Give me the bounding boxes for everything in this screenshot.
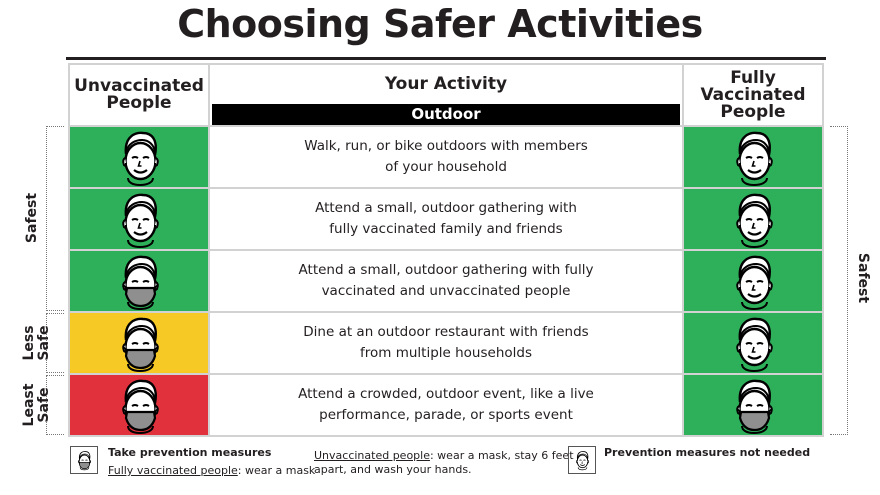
side-label-safest: Safest (24, 192, 40, 244)
page-title: Choosing Safer Activities (177, 2, 703, 46)
smiling-face-icon (102, 190, 176, 248)
side-label-least-safe: Least Safe (21, 375, 54, 435)
title-rule (66, 57, 826, 60)
activity-line2: vaccinated and unvaccinated people (321, 283, 571, 299)
less-label-line1: Less (21, 325, 37, 361)
safest-bracket-right (830, 126, 848, 435)
masked-face-icon (716, 376, 790, 434)
activity-line1: Dine at an outdoor restaurant with frien… (303, 324, 589, 340)
activity-description: Attend a small, outdoor gathering with f… (210, 251, 682, 311)
smiling-face-icon (716, 128, 790, 186)
activity-line2: performance, parade, or sports event (319, 407, 573, 423)
activity-description: Attend a small, outdoor gathering with fu… (210, 189, 682, 249)
legend-mask-face-icon (70, 446, 98, 474)
activity-line1: Attend a small, outdoor gathering with (315, 200, 577, 216)
activity-description: Dine at an outdoor restaurant with frien… (210, 313, 682, 373)
smiling-face-icon (102, 128, 176, 186)
activity-line2: of your household (385, 159, 507, 175)
unvaccinated-risk-cell (70, 375, 208, 435)
header-unvaccinated: Unvaccinated People (70, 65, 208, 125)
legend-vax-prefix: Fully vaccinated people (108, 464, 238, 477)
header-vaccinated-line3: People (720, 101, 786, 122)
activity-description: Walk, run, or bike outdoors with members… (210, 127, 682, 187)
legend-unvax-rest1: : wear a mask, stay 6 feet (429, 449, 574, 462)
unvaccinated-risk-cell (70, 313, 208, 373)
legend-unvaccinated-note: Unvaccinated people: wear a mask, stay 6… (314, 449, 574, 477)
vaccinated-risk-cell (684, 313, 822, 373)
legend-vaccinated-note: Fully vaccinated people: wear a mask (108, 464, 315, 478)
least-safe-bracket (46, 375, 64, 435)
least-label-line2: Safe (36, 387, 52, 423)
legend-no-mask-face-icon (568, 446, 596, 474)
vaccinated-risk-cell (684, 127, 822, 187)
activity-line2: fully vaccinated family and friends (329, 221, 563, 237)
activity-description: Attend a crowded, outdoor event, like a … (210, 375, 682, 435)
least-label-line1: Least (21, 383, 37, 427)
unvaccinated-risk-cell (70, 251, 208, 311)
legend-not-needed: Prevention measures not needed (604, 446, 810, 460)
masked-face-icon (102, 376, 176, 434)
smiling-face-icon (716, 252, 790, 310)
side-label-safest-right: Safest (855, 252, 871, 304)
header-unvaccinated-line2: People (106, 93, 172, 113)
legend-take-title: Take prevention measures (108, 446, 272, 459)
header-activity-label: Your Activity (384, 74, 508, 94)
smiling-face-icon (716, 314, 790, 372)
header-vaccinated-line2: Vaccinated (700, 84, 806, 105)
side-label-less-safe: Less Safe (21, 313, 54, 373)
activity-line1: Attend a crowded, outdoor event, like a … (298, 386, 594, 402)
activity-line1: Walk, run, or bike outdoors with members (304, 138, 588, 154)
smiling-face-icon (569, 447, 595, 473)
header-vaccinated: Fully Vaccinated People (684, 65, 822, 125)
unvaccinated-risk-cell (70, 189, 208, 249)
legend-take-measures: Take prevention measures (108, 446, 271, 460)
vaccinated-risk-cell (684, 375, 822, 435)
header-vaccinated-line1: Fully (730, 67, 776, 88)
vaccinated-risk-cell (684, 189, 822, 249)
smiling-face-icon (716, 190, 790, 248)
legend-not-needed-label: Prevention measures not needed (604, 446, 811, 459)
activity-line1: Attend a small, outdoor gathering with f… (298, 262, 594, 278)
activity-line2: from multiple households (359, 345, 532, 361)
vaccinated-risk-cell (684, 251, 822, 311)
legend-unvax-prefix: Unvaccinated people (314, 449, 430, 462)
section-bar-outdoor: Outdoor (212, 104, 680, 125)
activity-table: Unvaccinated People Your Activity Outdoor… (68, 63, 824, 437)
unvaccinated-risk-cell (70, 127, 208, 187)
masked-face-icon (102, 314, 176, 372)
less-safe-bracket (46, 313, 64, 373)
less-label-line2: Safe (36, 325, 52, 361)
header-unvaccinated-line1: Unvaccinated (74, 76, 204, 96)
masked-face-icon (71, 447, 97, 473)
header-activity: Your Activity Outdoor (210, 65, 682, 125)
masked-face-icon (102, 252, 176, 310)
legend-vax-rest: : wear a mask (237, 464, 316, 477)
legend-unvax-rest2: apart, and wash your hands. (314, 463, 472, 476)
safest-bracket-left (46, 126, 64, 311)
